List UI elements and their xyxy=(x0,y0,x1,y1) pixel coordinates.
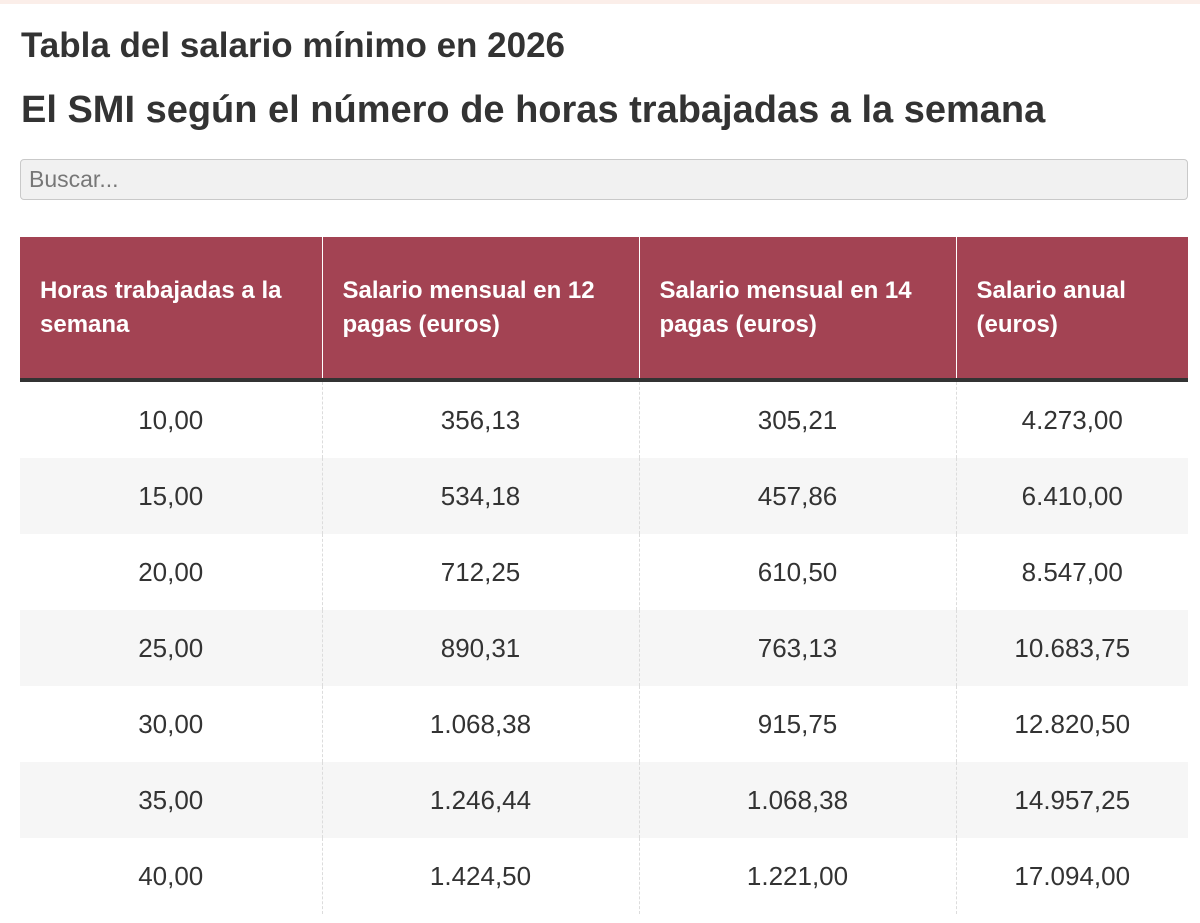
column-header-label: Salario anual (euros) xyxy=(976,276,1126,338)
cell-monthly-12: 534,18 xyxy=(322,458,640,534)
cell-monthly-12: 1.068,38 xyxy=(322,686,640,762)
cell-monthly-12: 1.424,50 xyxy=(322,838,640,914)
cell-monthly-14: 610,50 xyxy=(639,534,957,610)
page-title: Tabla del salario mínimo en 2026 xyxy=(21,26,566,65)
cell-monthly-14: 1.221,00 xyxy=(639,838,957,914)
cell-annual: 12.820,50 xyxy=(1014,708,1131,739)
cell-annual: 10.683,75 xyxy=(956,610,1188,686)
page-subtitle: El SMI según el número de horas trabajad… xyxy=(21,89,1046,131)
cell-monthly-12: 1.246,44 xyxy=(322,762,640,838)
table-body: 10,00 356,13 305,21 4.273,00 15,00 534,1… xyxy=(20,380,1188,914)
cell-annual: 6.410,00 xyxy=(956,458,1188,534)
table-header: Horas trabajadas a la semana Salario men… xyxy=(20,237,1188,382)
cell-hours: 40,00 xyxy=(20,838,323,914)
cell-hours: 10,00 xyxy=(20,380,323,458)
table-header-row: Horas trabajadas a la semana Salario men… xyxy=(20,237,1188,382)
column-header-monthly-14[interactable]: Salario mensual en 14 pagas (euros) xyxy=(639,237,957,382)
column-header-annual[interactable]: Salario anual (euros) xyxy=(956,237,1188,382)
column-header-hours[interactable]: Horas trabajadas a la semana xyxy=(20,237,323,382)
cell-hours: 20,00 xyxy=(20,534,323,610)
table-row: 40,00 1.424,50 1.221,00 17.094,00 xyxy=(20,838,1188,914)
cell-monthly-14: 763,13 xyxy=(639,610,957,686)
cell-monthly-14: 1.068,38 xyxy=(639,762,957,838)
column-header-label: Salario mensual en 14 pagas (euros) xyxy=(659,276,912,338)
cell-monthly-12: 356,13 xyxy=(322,380,640,458)
table-row: 25,00 890,31 763,13 10.683,75 xyxy=(20,610,1188,686)
column-header-label: Horas trabajadas a la semana xyxy=(40,276,282,338)
column-header-monthly-12[interactable]: Salario mensual en 12 pagas (euros) xyxy=(322,237,640,382)
cell-hours: 30,00 xyxy=(20,686,323,762)
cell-annual: 8.547,00 xyxy=(1021,556,1123,587)
cell-monthly-14: 305,21 xyxy=(639,380,957,458)
cell-annual: 17.094,00 xyxy=(1014,860,1131,891)
cell-hours: 35,00 xyxy=(20,762,323,838)
cell-hours: 15,00 xyxy=(20,458,323,534)
search-input[interactable] xyxy=(20,159,1188,200)
table-row: 30,00 1.068,38 915,75 12.820,50 xyxy=(20,686,1188,762)
table-row: 15,00 534,18 457,86 6.410,00 xyxy=(20,458,1188,534)
cell-monthly-12: 890,31 xyxy=(322,610,640,686)
table-row: 20,00 712,25 610,50 8.547,00 xyxy=(20,534,1188,610)
table-row: 35,00 1.246,44 1.068,38 14.957,25 xyxy=(20,762,1188,838)
cell-hours: 25,00 xyxy=(20,610,323,686)
cell-annual: 14.957,25 xyxy=(956,762,1188,838)
cell-monthly-14: 457,86 xyxy=(639,458,957,534)
cell-annual: 4.273,00 xyxy=(1021,404,1123,435)
cell-monthly-14: 915,75 xyxy=(639,686,957,762)
top-accent-strip xyxy=(0,0,1200,4)
cell-monthly-12: 712,25 xyxy=(322,534,640,610)
salary-table: Horas trabajadas a la semana Salario men… xyxy=(20,237,1188,914)
table-row: 10,00 356,13 305,21 4.273,00 xyxy=(20,380,1188,458)
column-header-label: Salario mensual en 12 pagas (euros) xyxy=(342,276,595,338)
